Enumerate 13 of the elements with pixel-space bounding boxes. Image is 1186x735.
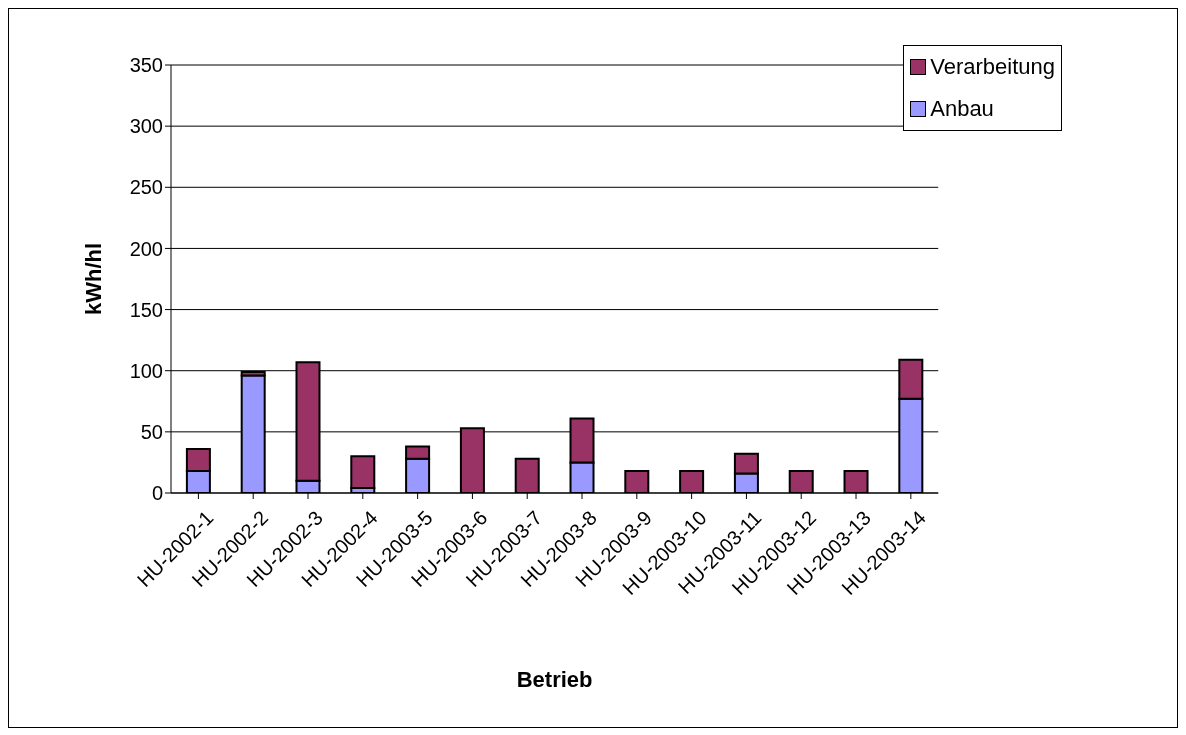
y-tick-label: 350 (129, 54, 163, 77)
y-axis-title: kWh/hl (80, 242, 106, 316)
y-tick-label: 300 (129, 115, 163, 138)
y-tick-label: 150 (129, 298, 163, 321)
x-axis-title: Betrieb (516, 667, 593, 692)
bar (350, 455, 376, 490)
y-tick-label: 250 (129, 176, 163, 199)
y-tick-label: 100 (129, 359, 163, 382)
legend-label: Anbau (930, 96, 994, 122)
legend-label: Verarbeitung (930, 54, 1055, 80)
y-tick-label: 50 (140, 420, 163, 443)
y-tick-label: 0 (151, 482, 163, 505)
y-tick-label: 200 (129, 237, 163, 260)
